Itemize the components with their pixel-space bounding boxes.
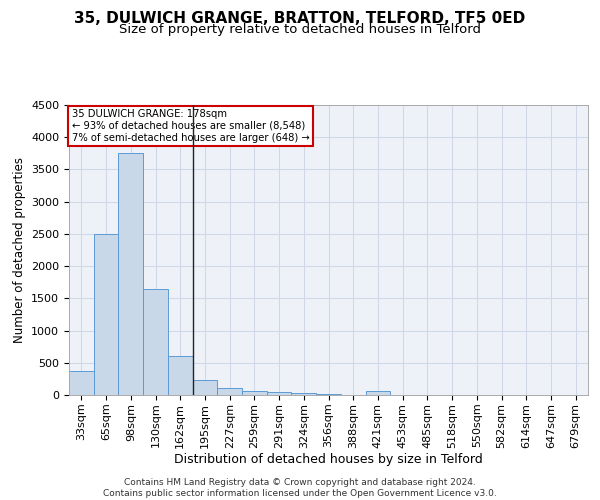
Y-axis label: Number of detached properties: Number of detached properties [13, 157, 26, 343]
Bar [316, 394, 341, 395]
Bar [69, 371, 94, 395]
Bar [242, 391, 267, 395]
Text: 35 DULWICH GRANGE: 178sqm
← 93% of detached houses are smaller (8,548)
7% of sem: 35 DULWICH GRANGE: 178sqm ← 93% of detac… [71, 110, 310, 142]
Bar [94, 234, 118, 395]
Bar [143, 288, 168, 395]
X-axis label: Distribution of detached houses by size in Telford: Distribution of detached houses by size … [174, 454, 483, 466]
Text: 35, DULWICH GRANGE, BRATTON, TELFORD, TF5 0ED: 35, DULWICH GRANGE, BRATTON, TELFORD, TF… [74, 11, 526, 26]
Bar [365, 392, 390, 395]
Bar [267, 392, 292, 395]
Bar [193, 380, 217, 395]
Text: Size of property relative to detached houses in Telford: Size of property relative to detached ho… [119, 22, 481, 36]
Bar [292, 393, 316, 395]
Bar [217, 388, 242, 395]
Bar [168, 356, 193, 395]
Bar [118, 154, 143, 395]
Text: Contains HM Land Registry data © Crown copyright and database right 2024.
Contai: Contains HM Land Registry data © Crown c… [103, 478, 497, 498]
